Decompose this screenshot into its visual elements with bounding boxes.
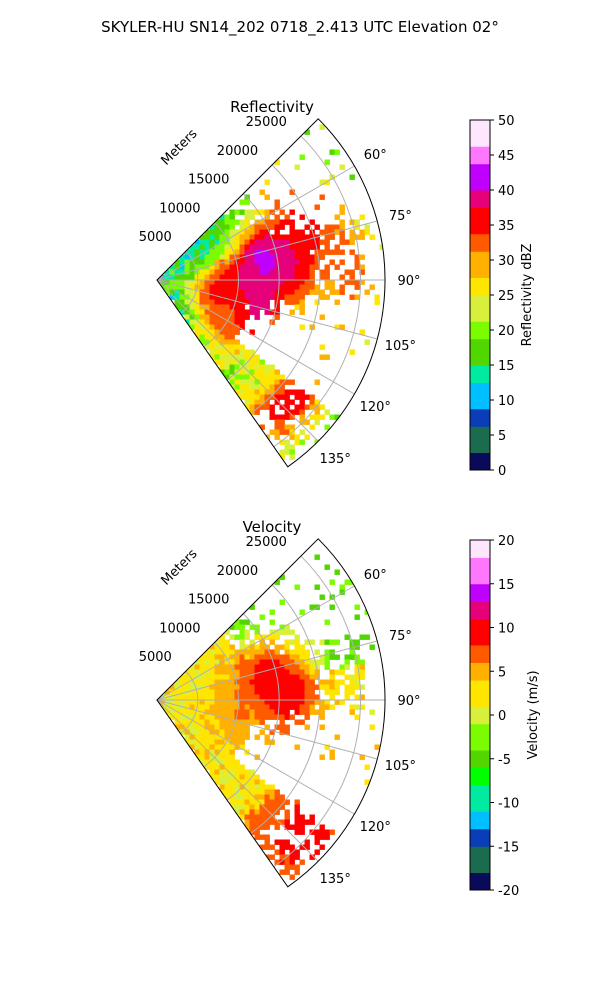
azimuth-tick-label: 105° [385, 339, 416, 354]
reflectivity-echo-field [159, 124, 385, 460]
colorbar-tick-label: 15 [498, 359, 515, 374]
range-tick-label: 15000 [188, 173, 229, 188]
azimuth-tick-label: 90° [397, 274, 420, 289]
figure-title: SKYLER-HU SN14_202 0718_2.413 UTC Elevat… [101, 18, 499, 37]
colorbar-tick-label: 50 [498, 114, 515, 129]
colorbar-tick-label: -15 [498, 840, 519, 855]
reflectivity-colorbar-label: Reflectivity dBZ [520, 244, 535, 347]
colorbar-tick-label: 10 [498, 394, 515, 409]
colorbar-tick-label: 10 [498, 622, 515, 637]
reflectivity-polar-grid [156, 135, 385, 448]
colorbar-tick-label: 5 [498, 429, 506, 444]
colorbar-tick-label: -20 [498, 884, 519, 899]
azimuth-tick-label: 75° [389, 629, 412, 644]
reflectivity-sector-outline [156, 118, 386, 468]
reflectivity-colorbar: 0 5 10 15 20 25 30 35 40 45 50 [469, 114, 515, 479]
range-tick-label: 15000 [188, 593, 229, 608]
range-tick-label: 5000 [139, 650, 172, 665]
colorbar-tick-label: 45 [498, 149, 515, 164]
velocity-range-tick-labels: 5000 10000 15000 20000 25000 [139, 535, 287, 665]
colorbar-tick-label: 20 [498, 324, 515, 339]
reflectivity-title: Reflectivity [230, 98, 314, 116]
azimuth-tick-label: 135° [320, 872, 351, 887]
velocity-polar-grid [156, 555, 385, 868]
colorbar-tick-label: -5 [498, 753, 511, 768]
azimuth-tick-label: 105° [385, 759, 416, 774]
velocity-sector-outline [156, 538, 386, 888]
velocity-panel: Velocity 5000 10000 15000 20000 25000 60° 75°… [139, 518, 541, 899]
azimuth-tick-label: 120° [360, 400, 391, 415]
azimuth-tick-label: 90° [397, 694, 420, 709]
colorbar-tick-label: 0 [498, 709, 506, 724]
colorbar-tick-label: 40 [498, 184, 515, 199]
azimuth-tick-label: 60° [364, 568, 387, 583]
colorbar-tick-label: 0 [498, 464, 506, 479]
range-tick-label: 20000 [217, 144, 258, 159]
colorbar-tick-label: -10 [498, 797, 519, 812]
velocity-echo-field [159, 554, 380, 880]
colorbar-tick-label: 15 [498, 578, 515, 593]
range-tick-label: 5000 [139, 230, 172, 245]
colorbar-tick-label: 35 [498, 219, 515, 234]
velocity-azimuth-tick-labels: 60° 75° 90° 105° 120° 135° [320, 568, 421, 887]
colorbar-tick-label: 25 [498, 289, 515, 304]
azimuth-tick-label: 60° [364, 148, 387, 163]
colorbar-tick-label: 20 [498, 534, 515, 549]
velocity-range-axis-label: Meters [159, 546, 201, 588]
colorbar-tick-label: 30 [498, 254, 515, 269]
range-tick-label: 25000 [246, 115, 287, 130]
velocity-title: Velocity [243, 518, 302, 536]
range-tick-label: 10000 [159, 201, 200, 216]
reflectivity-range-axis-label: Meters [159, 126, 201, 168]
range-tick-label: 10000 [159, 621, 200, 636]
reflectivity-range-tick-labels: 5000 10000 15000 20000 25000 [139, 115, 287, 245]
reflectivity-azimuth-tick-labels: 60° 75° 90° 105° 120° 135° [320, 148, 421, 467]
azimuth-tick-label: 120° [360, 820, 391, 835]
azimuth-tick-label: 75° [389, 209, 412, 224]
range-tick-label: 20000 [217, 564, 258, 579]
velocity-colorbar-label: Velocity (m/s) [526, 670, 541, 759]
velocity-colorbar: -20 -15 -10 -5 0 5 10 15 20 [469, 534, 519, 899]
colorbar-tick-label: 5 [498, 665, 506, 680]
range-tick-label: 25000 [246, 535, 287, 550]
azimuth-tick-label: 135° [320, 452, 351, 467]
reflectivity-panel: Reflectivity 5000 10000 15000 20000 25000 60… [139, 98, 535, 479]
